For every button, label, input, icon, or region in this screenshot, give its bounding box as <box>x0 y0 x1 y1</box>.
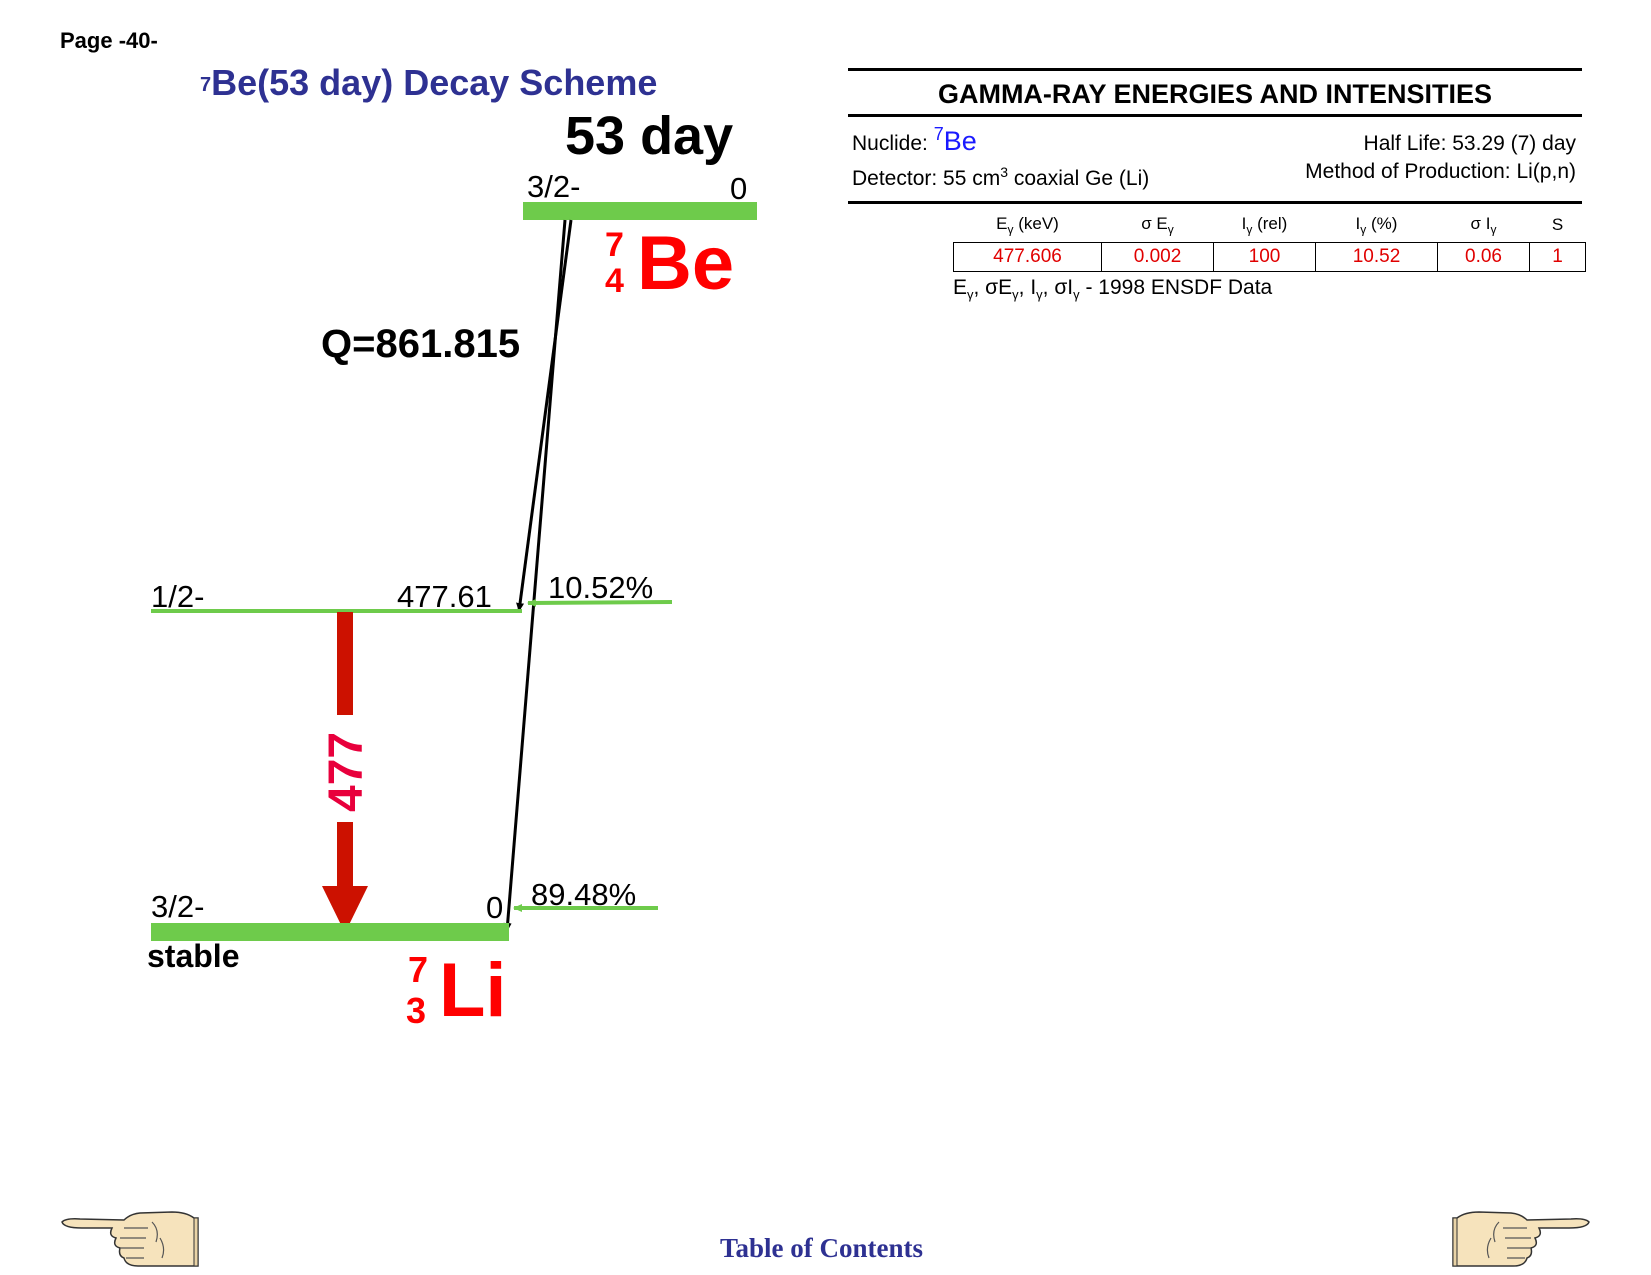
table-cell: 10.52 <box>1315 242 1438 272</box>
gamma-arrow-shaft-bottom <box>337 822 353 888</box>
level-477-energy: 477.61 <box>397 579 492 614</box>
table-header-row: Eγ (keV) σ Eγ Iγ (rel) Iγ (%) σ Iγ S <box>954 212 1586 243</box>
decay-scheme-diagram: 53 day 3/2- 0 7 4 Be Q=861.815 1/2- 477.… <box>147 106 757 1033</box>
ground-level-feeding: 89.48% <box>531 877 636 912</box>
column-header-unit: (%) <box>1366 213 1398 233</box>
column-header-text: I <box>1355 213 1361 233</box>
table-cell: 0.06 <box>1437 242 1530 272</box>
level-477-feeding-arrow <box>527 598 673 607</box>
column-header: σ Iγ <box>1438 212 1530 243</box>
column-header-unit: (rel) <box>1252 213 1288 233</box>
ground-level-energy: 0 <box>486 890 503 925</box>
nuclide-mass-number: 7 <box>933 124 944 144</box>
column-header-text: S <box>1551 215 1564 234</box>
detector-row: Detector: 55 cm3 coaxial Ge (Li) Method … <box>848 158 1582 193</box>
nuclide-value: 7Be <box>933 124 977 156</box>
parent-element-symbol: Be <box>637 221 734 306</box>
title-mass-number: 7 <box>200 74 212 96</box>
table-note-source: - 1998 ENSDF Data <box>1085 276 1273 299</box>
table-cell: 100 <box>1213 242 1316 272</box>
ground-level-bar <box>151 923 509 941</box>
parent-spin: 3/2- <box>527 169 580 204</box>
parent-atomic-number: 4 <box>605 262 624 300</box>
production-method-field: Method of Production: Li(p,n) <box>1305 160 1576 183</box>
column-header: Iγ (%) <box>1316 212 1438 243</box>
column-header: σ Eγ <box>1102 212 1214 243</box>
gamma-ray-panel: GAMMA-RAY ENERGIES AND INTENSITIES Nucli… <box>848 68 1582 204</box>
column-header-text: σ E <box>1141 213 1168 233</box>
daughter-mass-number: 7 <box>408 949 428 990</box>
daughter-atomic-number: 3 <box>406 990 426 1031</box>
table-body: 477.606 0.002 100 10.52 0.06 1 <box>953 242 1586 272</box>
table-of-contents-link[interactable]: Table of Contents <box>720 1233 924 1263</box>
table-cell: 477.606 <box>953 242 1102 272</box>
column-header-subscript: γ <box>1167 222 1174 237</box>
column-header-text: E <box>996 213 1008 233</box>
column-header-unit: (keV) <box>1013 213 1059 233</box>
column-header-text: I <box>1241 213 1247 233</box>
ground-level-spin: 3/2- <box>151 889 204 924</box>
column-header-subscript: γ <box>1490 222 1497 237</box>
ec-arrow-to-477 <box>516 219 573 612</box>
parent-mass-number: 7 <box>605 226 624 264</box>
column-header: Iγ (rel) <box>1214 212 1316 243</box>
panel-heading-rule <box>848 114 1582 117</box>
panel-top-rule <box>848 68 1582 71</box>
table-note: Eγ, σEγ, Iγ, σIγ - 1998 ENSDF Data <box>953 276 1273 303</box>
gamma-energy-label: 477 <box>320 732 373 812</box>
title-text: Be(53 day) Decay Scheme <box>211 62 658 103</box>
column-header: S <box>1530 212 1586 243</box>
nuclide-row: Nuclide: 7Be Half Life: 53.29 (7) day <box>848 124 1582 158</box>
column-header: Eγ (keV) <box>954 212 1102 243</box>
next-page-hand-icon[interactable] <box>1451 1208 1591 1270</box>
daughter-element-symbol: Li <box>439 948 507 1033</box>
column-header-subscript: γ <box>1007 222 1014 237</box>
table-cell: 0.002 <box>1101 242 1214 272</box>
nuclide-label: Nuclide: <box>852 132 928 155</box>
gamma-arrow-head <box>322 886 368 933</box>
parent-energy: 0 <box>730 171 747 206</box>
panel-heading: GAMMA-RAY ENERGIES AND INTENSITIES <box>937 79 1493 109</box>
page-number: Page -40- <box>60 28 158 53</box>
half-life-field: Half Life: 53.29 (7) day <box>1363 132 1576 155</box>
parent-level-bar <box>523 202 757 220</box>
ground-level-status: stable <box>147 938 239 974</box>
scheme-title: 7Be(53 day) Decay Scheme <box>200 62 657 104</box>
detector-exponent: 3 <box>1000 164 1009 180</box>
column-header-text: σ I <box>1470 213 1491 233</box>
panel-bottom-rule <box>848 201 1582 204</box>
level-477-feeding: 10.52% <box>548 570 653 605</box>
detector-suffix: coaxial Ge (Li) <box>1008 167 1150 190</box>
q-value-label: Q=861.815 <box>321 322 520 366</box>
table-cell: 1 <box>1529 242 1586 272</box>
detector-field: Detector: 55 cm3 coaxial Ge (Li) <box>852 158 1149 193</box>
gamma-arrow-shaft-top <box>337 612 353 715</box>
level-477-spin: 1/2- <box>151 579 204 614</box>
nuclide-field: Nuclide: 7Be <box>852 124 977 158</box>
gamma-data-table: Eγ (keV) σ Eγ Iγ (rel) Iγ (%) σ Iγ S 477.606 0… <box>953 212 1586 272</box>
ec-arrow-to-ground <box>503 219 567 932</box>
half-life-label: 53 day <box>565 106 733 166</box>
table-row: 477.606 0.002 100 10.52 0.06 1 <box>953 242 1586 272</box>
column-header-subscript: γ <box>1246 222 1253 237</box>
previous-page-hand-icon[interactable] <box>60 1208 200 1270</box>
column-header-subscript: γ <box>1360 222 1367 237</box>
nuclide-symbol: Be <box>943 126 977 156</box>
detector-prefix: Detector: 55 cm <box>852 167 1001 190</box>
